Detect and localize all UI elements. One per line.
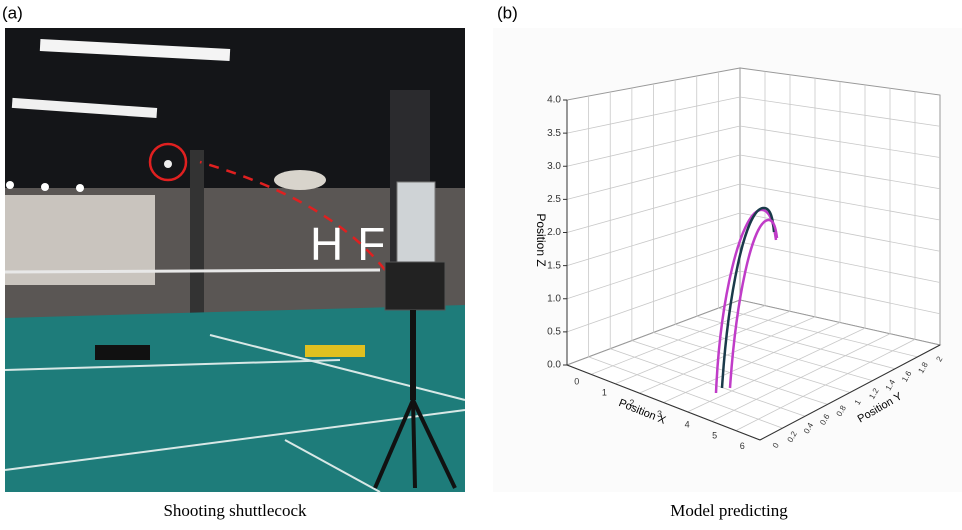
grid-line — [566, 154, 741, 200]
grid-line — [739, 96, 941, 127]
x-tick-label: 4 — [685, 420, 690, 430]
axis-line — [566, 364, 761, 441]
panel-label: (b) — [497, 3, 518, 22]
grid-line — [566, 96, 741, 134]
panel-label: (a) — [2, 3, 23, 22]
grid-line — [718, 307, 918, 358]
axis-line — [759, 344, 941, 441]
z-tick-label: 1.5 — [547, 260, 561, 271]
grid-line — [663, 322, 841, 403]
grid-line — [735, 339, 916, 431]
grid-line — [696, 315, 896, 370]
grid-line — [711, 333, 891, 422]
grid-line — [566, 125, 741, 167]
trajectory — [720, 206, 776, 389]
z-tick-label: 3.5 — [547, 128, 561, 139]
x-tick-label: 6 — [740, 441, 745, 451]
caption: Shooting shuttlecock — [163, 501, 307, 520]
grid-line — [739, 154, 941, 190]
x-tick-label: 1 — [602, 387, 607, 397]
caption: Model predicting — [670, 501, 788, 520]
x-tick-label: 5 — [712, 430, 717, 440]
grid-line — [675, 323, 873, 382]
z-tick-label: 3.0 — [547, 161, 561, 172]
y-tick-label: 0 — [771, 441, 781, 450]
y-tick-label: 2 — [934, 354, 944, 363]
axis-title: Position Z — [534, 213, 548, 266]
x-tick-label: 3 — [657, 409, 662, 419]
x-tick-label: 2 — [629, 398, 634, 408]
grid-line — [687, 327, 866, 413]
trajectory — [728, 218, 779, 389]
z-tick-label: 4.0 — [547, 95, 561, 106]
z-tick-label: 2.0 — [547, 227, 561, 238]
y-tick-label: 1 — [853, 398, 863, 407]
z-tick-label: 0.5 — [547, 327, 561, 338]
photo: HFA — [4, 28, 466, 493]
grid-line — [739, 125, 941, 158]
z-tick-label: 1.0 — [547, 293, 561, 304]
x-tick-label: 0 — [574, 377, 579, 387]
z-tick-label: 0.0 — [547, 360, 561, 371]
z-tick-label: 2.5 — [547, 194, 561, 205]
